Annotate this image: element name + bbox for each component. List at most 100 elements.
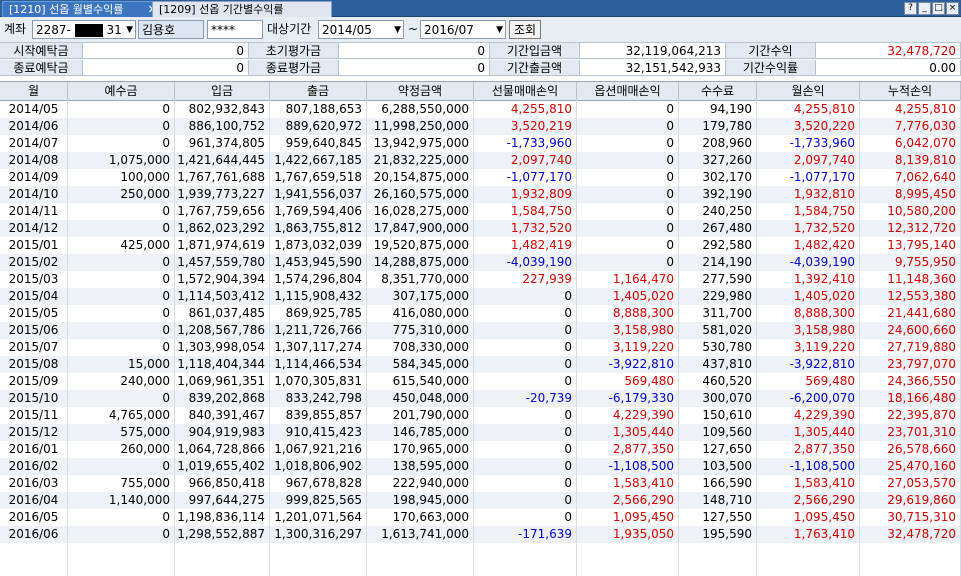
cell-deposit-balance: 1,140,000 [68,492,175,509]
chevron-down-icon[interactable]: ▼ [394,25,401,35]
table-row[interactable]: 2015/10 0 839,202,868 833,242,798 450,048,00… [0,390,961,407]
cell-withdrawal: 839,855,857 [270,407,367,424]
table-row[interactable]: 2014/05 0 802,932,843 807,188,653 6,288,550,… [0,101,961,118]
cell-month: 2015/09 [0,373,68,390]
cell-deposit: 1,303,998,054 [175,339,270,356]
table-row[interactable]: 2016/01 260,000 1,064,728,866 1,067,921,216… [0,441,961,458]
cell-deposit-balance: 250,000 [68,186,175,203]
cell-options-pnl: 0 [577,237,679,254]
table-row[interactable]: 2015/01 425,000 1,871,974,619 1,873,032,039… [0,237,961,254]
header-col-withdrawal[interactable]: 출금 [270,82,367,100]
summary-row-1: 시작예탁금 0 초기평가금 0 기간입금액 32,119,064,213 기간수… [0,43,961,60]
table-row[interactable]: 2015/06 0 1,208,567,786 1,211,726,766 775,31… [0,322,961,339]
cell-contract-amount: 20,154,875,000 [367,169,474,186]
account-select[interactable]: 2287- 31 ▼ [32,20,136,39]
header-col-commission[interactable]: 수수료 [679,82,757,100]
period-deposit-value: 32,119,064,213 [580,43,726,59]
chevron-down-icon[interactable]: ▼ [496,25,503,35]
header-col-month[interactable]: 월 [0,82,68,100]
header-col-deposit-balance[interactable]: 예수금 [68,82,175,100]
cell-month: 2015/10 [0,390,68,407]
table-row[interactable]: 2014/11 0 1,767,759,656 1,769,594,406 16,028… [0,203,961,220]
summary-row-2: 종료예탁금 0 종료평가금 0 기간출금액 32,151,542,933 기간수… [0,60,961,77]
cell-deposit-balance: 4,765,000 [68,407,175,424]
maximize-icon[interactable]: □ [932,2,945,15]
table-row[interactable]: 2014/06 0 886,100,752 889,620,972 11,998,250… [0,118,961,135]
cell-deposit: 1,114,503,412 [175,288,270,305]
cell-monthly-pnl: 1,482,420 [757,237,860,254]
cell-month: 2016/05 [0,509,68,526]
table-row[interactable]: 2015/02 0 1,457,559,780 1,453,945,590 14,288… [0,254,961,271]
close-window-icon[interactable]: × [946,2,959,15]
cell-withdrawal: 833,242,798 [270,390,367,407]
table-row[interactable]: 2014/07 0 961,374,805 959,640,845 13,942,975… [0,135,961,152]
cell-options-pnl: 1,935,050 [577,526,679,543]
table-row[interactable]: 2014/09 100,000 1,767,761,688 1,767,659,518… [0,169,961,186]
table-row[interactable]: 2015/08 15,000 1,118,404,344 1,114,466,534 5… [0,356,961,373]
cell-month: 2016/03 [0,475,68,492]
header-col-monthly-pnl[interactable]: 월손익 [757,82,860,100]
table-row[interactable]: 2015/09 240,000 1,069,961,351 1,070,305,831… [0,373,961,390]
cell-contract-amount: 198,945,000 [367,492,474,509]
header-col-futures-pnl[interactable]: 선물매매손익 [474,82,577,100]
cell-monthly-pnl: 1,405,020 [757,288,860,305]
cell-deposit-balance: 260,000 [68,441,175,458]
header-col-options-pnl[interactable]: 옵션매매손익 [577,82,679,100]
cell-cumulative-pnl: 4,255,810 [860,101,961,118]
password-field[interactable]: **** [207,20,263,39]
account-masked-digits [74,24,103,37]
table-row[interactable]: 2015/11 4,765,000 840,391,467 839,855,857 20… [0,407,961,424]
cell-futures-pnl: 2,097,740 [474,152,577,169]
table-row[interactable]: 2015/03 0 1,572,904,394 1,574,296,804 8,351,… [0,271,961,288]
cell-deposit: 861,037,485 [175,305,270,322]
cell-commission: 437,810 [679,356,757,373]
cell-commission: 300,070 [679,390,757,407]
table-row[interactable]: 2014/10 250,000 1,939,773,227 1,941,556,037… [0,186,961,203]
cell-month: 2014/12 [0,220,68,237]
table-row[interactable]: 2016/06 0 1,298,552,887 1,300,316,297 1,613,… [0,526,961,543]
period-withdrawal-value: 32,151,542,933 [580,60,726,76]
cell-withdrawal: 999,825,565 [270,492,367,509]
cell-monthly-pnl: 569,480 [757,373,860,390]
period-to-select[interactable]: 2016/07 ▼ [420,20,506,39]
minimize-icon[interactable]: _ [918,2,931,15]
cell-cumulative-pnl: 30,715,310 [860,509,961,526]
table-row[interactable]: 2016/02 0 1,019,655,402 1,018,806,902 138,59… [0,458,961,475]
help-icon[interactable]: ? [904,2,917,15]
header-col-cumulative-pnl[interactable]: 누적손익 [860,82,961,100]
cell-commission: 267,480 [679,220,757,237]
cell-withdrawal: 807,188,653 [270,101,367,118]
cell-monthly-pnl: 1,305,440 [757,424,860,441]
monthly-returns-table[interactable]: 월 예수금 입금 출금 약정금액 선물매매손익 옵션매매손익 수수료 월손익 누적손익 2014/… [0,81,961,576]
table-row[interactable]: 2016/05 0 1,198,836,114 1,201,071,564 170,66… [0,509,961,526]
cell-monthly-pnl: 1,584,750 [757,203,860,220]
table-row[interactable]: 2015/12 575,000 904,919,983 910,415,423 146,… [0,424,961,441]
cell-month: 2015/02 [0,254,68,271]
cell-monthly-pnl: 1,732,520 [757,220,860,237]
header-col-contract-amount[interactable]: 약정금액 [367,82,474,100]
cell-deposit-balance: 0 [68,509,175,526]
table-row[interactable]: 2015/04 0 1,114,503,412 1,115,908,432 307,17… [0,288,961,305]
cell-futures-pnl: 1,732,520 [474,220,577,237]
table-row[interactable]: 2016/04 1,140,000 997,644,275 999,825,565 19… [0,492,961,509]
table-row[interactable]: 2014/12 0 1,862,023,292 1,863,755,812 17,847… [0,220,961,237]
cell-options-pnl: 0 [577,186,679,203]
table-row[interactable]: 2016/03 755,000 966,850,418 967,678,828 222,… [0,475,961,492]
cell-cumulative-pnl: 7,062,640 [860,169,961,186]
cell-withdrawal: 1,211,726,766 [270,322,367,339]
cell-commission: 148,710 [679,492,757,509]
cell-withdrawal: 1,018,806,902 [270,458,367,475]
table-row[interactable]: 2015/07 0 1,303,998,054 1,307,117,274 708,33… [0,339,961,356]
tab-monthly-returns[interactable]: [1210] 선옵 월별수익률 ✕ [2,1,162,17]
period-from-select[interactable]: 2014/05 ▼ [318,20,404,39]
table-row[interactable]: 2015/05 0 861,037,485 869,925,785 416,080,00… [0,305,961,322]
period-to-value: 2016/07 [424,23,474,37]
cell-futures-pnl: -1,077,170 [474,169,577,186]
chevron-down-icon[interactable]: ▼ [126,25,133,35]
tab-period-returns[interactable]: [1209] 선옵 기간별수익률 [152,1,332,17]
cell-cumulative-pnl: 26,578,660 [860,441,961,458]
header-col-deposit[interactable]: 입금 [175,82,270,100]
period-profit-value: 32,478,720 [816,43,961,59]
table-row[interactable]: 2014/08 1,075,000 1,421,644,445 1,422,667,1… [0,152,961,169]
search-button[interactable]: 조회 [509,20,541,39]
